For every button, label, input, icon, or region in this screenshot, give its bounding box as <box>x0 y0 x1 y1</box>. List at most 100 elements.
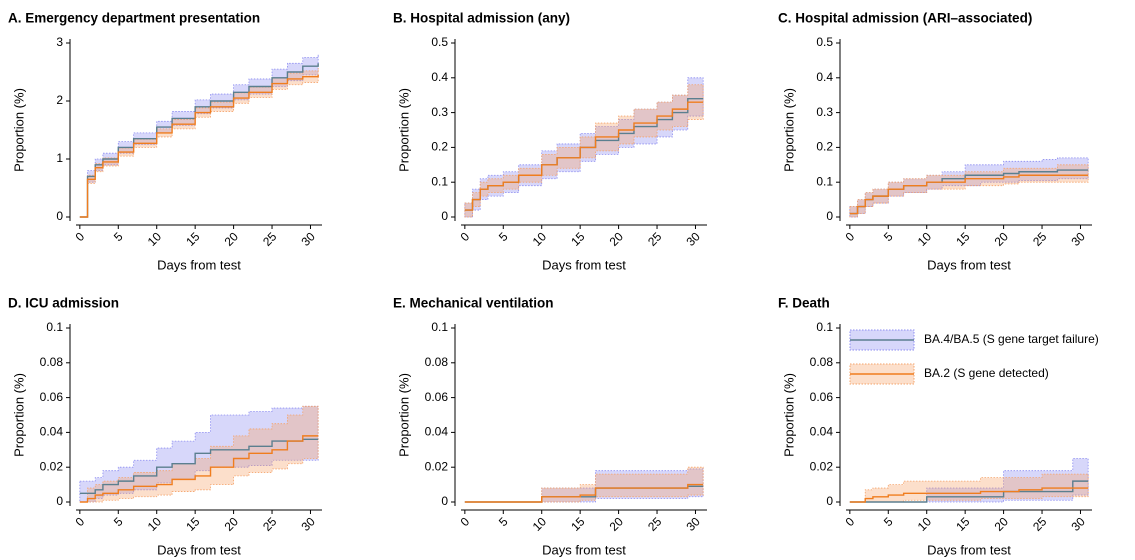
step-line <box>79 435 319 503</box>
y-axis-label: Proportion (%) <box>11 373 26 457</box>
x-tick-label: 25 <box>645 514 665 534</box>
ci-band <box>79 67 319 218</box>
y-tick-label: 0.3 <box>431 105 448 119</box>
step-line <box>849 174 1089 215</box>
y-tick-label: 0.5 <box>816 35 833 49</box>
x-tick-label: 5 <box>881 229 896 244</box>
y-tick-label: 0.08 <box>40 355 64 369</box>
y-tick-label: 0 <box>441 494 448 508</box>
y-tick-label: 0.08 <box>425 355 449 369</box>
step-line <box>79 74 319 218</box>
y-axis-label: Proportion (%) <box>396 88 411 172</box>
x-tick-label: 10 <box>145 514 165 534</box>
y-tick-label: 0 <box>56 494 63 508</box>
x-tick-label: 20 <box>992 514 1012 534</box>
x-axis-label: Days from test <box>157 542 241 557</box>
x-axis-label: Days from test <box>542 257 626 272</box>
y-tick-label: 0.4 <box>431 70 448 84</box>
x-tick-label: 15 <box>183 229 203 249</box>
x-tick-label: 10 <box>915 514 935 534</box>
x-axis-label: Days from test <box>157 257 241 272</box>
x-tick-label: 20 <box>607 514 627 534</box>
y-tick-label: 2 <box>56 93 63 107</box>
legend-label: BA.4/BA.5 (S gene target failure) <box>924 332 1099 346</box>
step-line <box>464 483 704 503</box>
y-axis-label: Proportion (%) <box>396 373 411 457</box>
x-tick-label: 20 <box>222 229 242 249</box>
x-tick-label: 20 <box>607 229 627 249</box>
x-tick-label: 25 <box>260 514 280 534</box>
x-tick-label: 10 <box>530 514 550 534</box>
x-tick-label: 5 <box>111 229 126 244</box>
y-tick-label: 0 <box>56 209 63 223</box>
y-tick-label: 0.06 <box>40 390 64 404</box>
y-tick-label: 1 <box>56 151 63 165</box>
y-tick-label: 0.02 <box>40 459 64 473</box>
x-tick-label: 30 <box>683 514 703 534</box>
x-tick-label: 15 <box>568 229 588 249</box>
y-tick-label: 0.06 <box>425 390 449 404</box>
step-line <box>79 438 319 494</box>
x-axis-label: Days from test <box>927 542 1011 557</box>
x-tick-label: 10 <box>145 229 165 249</box>
y-tick-label: 0.3 <box>816 105 833 119</box>
step-line <box>849 480 1089 503</box>
x-tick-label: 15 <box>953 229 973 249</box>
x-tick-label: 30 <box>1068 514 1088 534</box>
step-line <box>849 487 1089 503</box>
y-tick-label: 0.2 <box>431 140 448 154</box>
y-tick-label: 0.04 <box>425 425 449 439</box>
y-tick-label: 0.08 <box>810 355 834 369</box>
x-tick-label: 5 <box>111 514 126 529</box>
panel-title: D. ICU admission <box>8 296 119 311</box>
x-tick-label: 30 <box>298 514 318 534</box>
y-tick-label: 0 <box>826 494 833 508</box>
x-tick-label: 5 <box>881 514 896 529</box>
panel-title: B. Hospital admission (any) <box>393 11 570 26</box>
x-tick-label: 5 <box>496 514 511 529</box>
x-tick-label: 0 <box>458 514 473 529</box>
x-tick-label: 0 <box>843 514 858 529</box>
y-tick-label: 0.02 <box>810 459 834 473</box>
y-tick-label: 0.4 <box>816 70 833 84</box>
panel-title: E. Mechanical ventilation <box>393 296 554 311</box>
y-tick-label: 0.02 <box>425 459 449 473</box>
x-tick-label: 25 <box>1030 229 1050 249</box>
y-tick-label: 0.5 <box>431 35 448 49</box>
y-tick-label: 0.06 <box>810 390 834 404</box>
x-axis-label: Days from test <box>542 542 626 557</box>
y-tick-label: 0 <box>441 209 448 223</box>
x-tick-label: 5 <box>496 229 511 244</box>
x-tick-label: 0 <box>458 229 473 244</box>
x-tick-label: 10 <box>915 229 935 249</box>
y-tick-label: 0 <box>826 209 833 223</box>
y-tick-label: 0.1 <box>431 174 448 188</box>
ci-band <box>849 473 1089 503</box>
panel-title: F. Death <box>778 296 830 311</box>
x-tick-label: 15 <box>183 514 203 534</box>
x-tick-label: 10 <box>530 229 550 249</box>
x-tick-label: 20 <box>992 229 1012 249</box>
ci-band <box>79 405 319 503</box>
y-tick-label: 0.1 <box>46 320 63 334</box>
y-axis-label: Proportion (%) <box>781 373 796 457</box>
x-tick-label: 30 <box>298 229 318 249</box>
ci-band <box>464 84 704 218</box>
y-tick-label: 0.04 <box>40 425 64 439</box>
x-tick-label: 25 <box>645 229 665 249</box>
x-tick-label: 0 <box>843 229 858 244</box>
y-tick-label: 0.2 <box>816 140 833 154</box>
ci-band <box>849 164 1089 218</box>
y-tick-label: 0.04 <box>810 425 834 439</box>
panel-title: A. Emergency department presentation <box>8 11 260 26</box>
x-tick-label: 15 <box>568 514 588 534</box>
step-line <box>464 101 704 211</box>
y-tick-label: 3 <box>56 35 63 49</box>
x-tick-label: 25 <box>260 229 280 249</box>
x-tick-label: 25 <box>1030 514 1050 534</box>
y-tick-label: 0.1 <box>431 320 448 334</box>
x-tick-label: 15 <box>953 514 973 534</box>
x-tick-label: 20 <box>222 514 242 534</box>
x-tick-label: 30 <box>1068 229 1088 249</box>
